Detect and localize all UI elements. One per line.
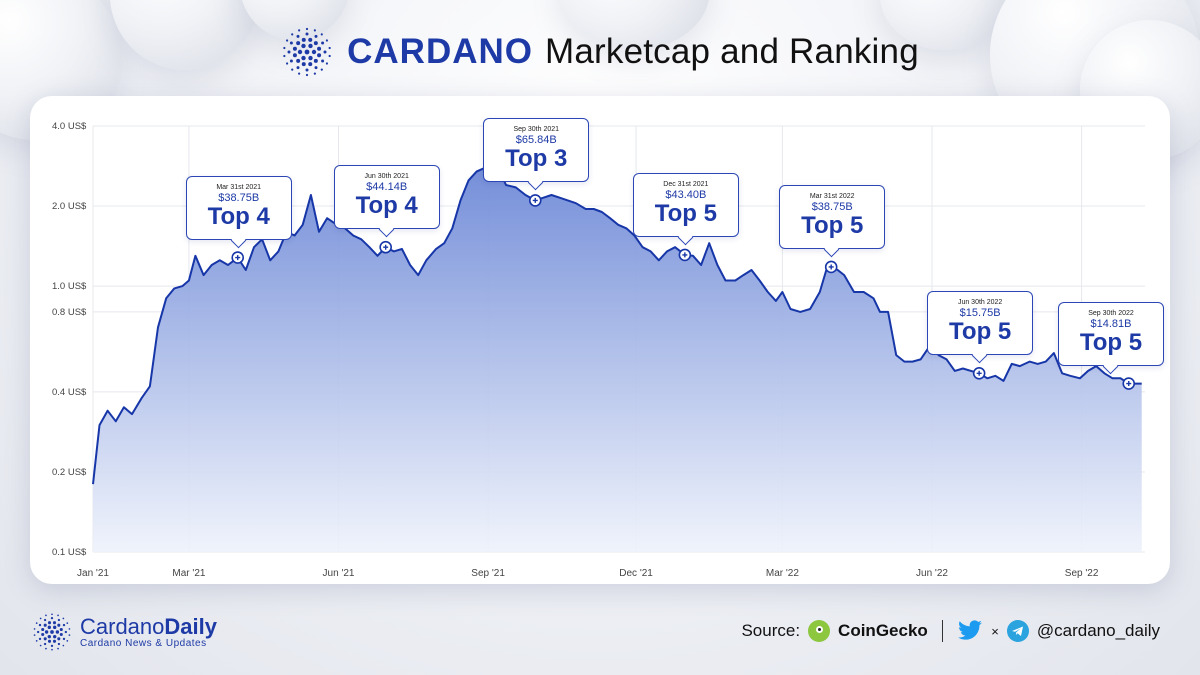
callout-marketcap: $14.81B	[1090, 317, 1132, 330]
x-tick-label: Sep '22	[1065, 568, 1099, 579]
area-fill	[93, 159, 1142, 552]
footer-divider	[941, 620, 944, 642]
x-tick-label: Jun '22	[916, 568, 948, 579]
callout-marketcap: $44.14B	[366, 181, 408, 194]
footer-credits: Source: CoinGecko × @cardano_daily	[741, 620, 1160, 642]
callout-date: Mar 31st 2021	[216, 183, 262, 191]
callout-date: Sep 30th 2021	[513, 126, 560, 134]
cardano-logo-icon	[283, 27, 331, 77]
annotation-marker[interactable]	[824, 260, 838, 274]
brand-name: CARDANO	[347, 32, 534, 71]
callout-rank: Top 4	[355, 192, 418, 220]
chart-subtitle: Marketcap and Ranking	[545, 32, 919, 71]
x-tick-label: Sep '21	[471, 568, 505, 579]
callout-marketcap: $15.75B	[959, 307, 1001, 320]
y-tick-label: 0.4 US$	[52, 387, 87, 398]
callout-rank: Top 3	[505, 145, 568, 173]
footer-brand-name: CardanoDaily	[80, 613, 217, 639]
y-tick-label: 2.0 US$	[52, 201, 87, 212]
page-header: CARDANO Marketcap and Ranking	[0, 22, 1200, 82]
cardano-daily-logo-icon	[33, 613, 71, 651]
chart-card: 0.1 US$ 0.2 US$ 0.4 US$ 0.8 US$ 1.0 US$ 2.0 U…	[30, 96, 1170, 584]
twitter-icon[interactable]	[957, 620, 983, 642]
annotation-marker[interactable]	[379, 240, 392, 254]
y-tick-label: 1.0 US$	[52, 281, 87, 292]
x-tick-label: Jun '21	[323, 568, 355, 579]
annotation-callout: Sep 30th 2022 $14.81B Top 5	[1058, 301, 1164, 366]
social-handle[interactable]: @cardano_daily	[1036, 621, 1160, 640]
callout-date: Jun 30th 2021	[364, 173, 409, 181]
annotation-callout: Sep 30th 2021 $65.84B Top 3	[483, 118, 590, 183]
y-tick-label: 0.2 US$	[52, 467, 87, 478]
callout-marketcap: $65.84B	[515, 134, 557, 147]
price-line	[92, 158, 1142, 485]
source-label: Source:	[741, 621, 801, 640]
x-tick-label: Mar '21	[172, 568, 205, 579]
annotation-callout: Mar 31st 2021 $38.75B Top 4	[185, 175, 292, 240]
times-symbol: ×	[991, 623, 999, 639]
annotation-callout: Jun 30th 2021 $44.14B Top 4	[333, 165, 440, 230]
y-tick-label: 0.1 US$	[52, 547, 87, 558]
callout-rank: Top 5	[801, 211, 864, 239]
annotation-marker[interactable]	[528, 194, 542, 207]
callout-rank: Top 4	[207, 202, 270, 230]
x-tick-label: Jan '21	[77, 568, 109, 579]
annotation-callout: Jun 30th 2022 $15.75B Top 5	[927, 291, 1034, 356]
callout-date: Dec 31st 2021	[663, 180, 709, 188]
y-tick-label: 4.0 US$	[52, 121, 87, 132]
callout-date: Jun 30th 2022	[957, 299, 1003, 307]
annotation-marker[interactable]	[678, 248, 692, 262]
callout-marketcap: $38.75B	[218, 191, 260, 204]
x-tick-label: Mar '22	[766, 568, 799, 579]
callout-marketcap: $43.40B	[665, 188, 707, 201]
x-tick-label: Dec '21	[619, 568, 653, 579]
footer-tagline: Cardano News & Updates	[80, 637, 207, 649]
telegram-icon[interactable]	[1006, 620, 1029, 642]
callout-date: Mar 31st 2022	[809, 192, 855, 200]
callout-rank: Top 5	[1079, 328, 1143, 356]
annotation-marker[interactable]	[231, 251, 245, 264]
callout-rank: Top 5	[949, 318, 1012, 346]
coingecko-icon	[808, 620, 831, 642]
annotation-callout: Dec 31st 2021 $43.40B Top 5	[632, 172, 739, 237]
footer-brand: CardanoDaily Cardano News & Updates	[32, 612, 217, 652]
callout-date: Sep 30th 2022	[1088, 309, 1134, 317]
y-tick-label: 0.8 US$	[52, 307, 87, 318]
callout-marketcap: $38.75B	[811, 200, 853, 213]
annotation-marker[interactable]	[972, 366, 986, 380]
source-name: CoinGecko	[838, 621, 928, 640]
annotation-callout: Mar 31st 2022 $38.75B Top 5	[779, 184, 886, 249]
callout-rank: Top 5	[654, 199, 717, 227]
page-title: CARDANO Marketcap and Ranking	[347, 32, 919, 72]
annotation-marker[interactable]	[1122, 377, 1136, 390]
